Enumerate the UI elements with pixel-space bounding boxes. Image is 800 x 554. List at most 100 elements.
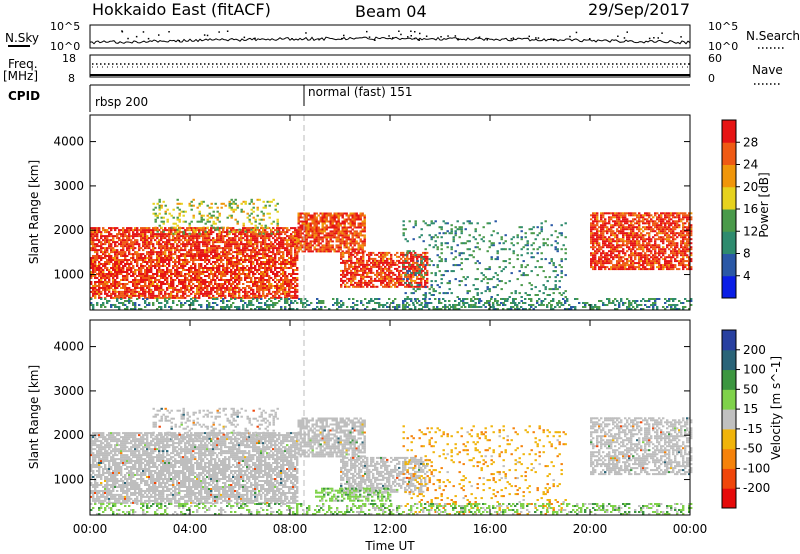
range-time-cell [216, 206, 219, 209]
range-time-cell [242, 265, 245, 267]
range-time-cell [116, 227, 119, 230]
range-time-cell [311, 232, 314, 235]
range-time-cell [104, 285, 107, 287]
range-time-cell [258, 253, 261, 256]
range-time-cell [96, 235, 99, 238]
range-time-cell [278, 247, 281, 250]
range-time-cell [372, 251, 375, 254]
range-time-cell [118, 231, 121, 234]
range-time-cell [416, 255, 419, 258]
range-time-cell [416, 272, 419, 275]
range-time-cell [600, 216, 603, 219]
range-time-cell [224, 255, 227, 257]
range-time-cell [120, 296, 123, 299]
range-time-cell [138, 296, 141, 299]
range-time-cell [440, 252, 443, 255]
range-time-cell [612, 250, 615, 253]
range-time-cell [349, 222, 352, 225]
range-time-cell [210, 227, 213, 230]
range-time-cell [230, 239, 233, 242]
range-time-cell [282, 269, 285, 271]
range-time-cell [319, 212, 322, 215]
range-time-cell [254, 251, 257, 254]
range-time-cell [345, 250, 348, 253]
range-time-cell [236, 220, 239, 223]
range-time-cell [361, 214, 364, 217]
range-time-cell [210, 288, 213, 291]
range-time-cell [428, 288, 431, 291]
range-time-cell [335, 214, 338, 217]
range-time-cell [168, 257, 171, 259]
range-time-cell [182, 230, 185, 233]
range-time-cell [128, 290, 131, 293]
range-time-cell [178, 273, 181, 275]
range-time-cell [250, 269, 253, 271]
range-time-cell [388, 275, 391, 278]
range-time-cell [494, 220, 497, 223]
range-time-cell [184, 296, 187, 299]
range-time-cell [188, 288, 191, 291]
range-time-cell [200, 251, 203, 254]
range-time-cell [360, 267, 363, 270]
range-time-cell [140, 259, 143, 261]
range-time-cell [602, 262, 605, 265]
range-time-cell [244, 269, 247, 271]
range-time-cell [140, 285, 143, 287]
range-time-cell [180, 265, 183, 267]
range-time-cell [132, 292, 135, 295]
range-time-cell [230, 292, 233, 295]
range-time-cell [198, 296, 201, 299]
range-time-cell [190, 265, 193, 267]
range-time-cell [502, 242, 505, 245]
range-time-cell [236, 241, 239, 244]
range-time-cell [600, 246, 603, 249]
range-time-cell [156, 263, 159, 265]
range-time-cell [108, 245, 111, 248]
range-time-cell [594, 220, 597, 223]
range-time-cell [166, 263, 169, 265]
range-time-cell [398, 281, 401, 284]
range-time-cell [321, 232, 324, 235]
range-time-cell [294, 249, 297, 252]
range-time-cell [120, 283, 123, 285]
range-time-cell [230, 283, 233, 285]
range-time-cell [363, 224, 366, 227]
range-time-cell [164, 253, 167, 256]
nsearch-point [318, 38, 320, 41]
range-time-cell [349, 232, 352, 235]
range-time-cell [292, 237, 295, 240]
range-time-cell [428, 298, 431, 300]
range-time-cell [166, 287, 169, 289]
range-time-cell [226, 261, 229, 263]
range-time-cell [333, 228, 336, 231]
range-time-cell [414, 269, 417, 272]
range-time-cell [240, 257, 243, 259]
range-time-cell [102, 253, 105, 256]
range-time-cell [130, 267, 133, 269]
range-time-cell [590, 260, 593, 263]
range-time-cell [202, 288, 205, 291]
range-time-cell [382, 251, 385, 254]
range-time-cell [228, 271, 231, 273]
range-time-cell [216, 271, 219, 273]
range-time-cell [140, 288, 143, 291]
range-time-cell [608, 238, 611, 241]
range-time-cell [540, 228, 543, 231]
range-time-cell [94, 239, 97, 242]
range-time-cell [274, 275, 277, 277]
range-time-cell [604, 240, 607, 243]
range-time-cell [309, 230, 312, 233]
range-time-cell [392, 277, 395, 280]
range-time-cell [158, 281, 161, 283]
range-time-cell [224, 257, 227, 259]
nsearch-point [147, 37, 150, 40]
range-time-cell [258, 241, 261, 244]
range-time-cell [132, 241, 135, 244]
range-time-cell [150, 283, 153, 285]
range-time-cell [508, 258, 511, 261]
range-time-cell [196, 253, 199, 256]
range-time-cell [406, 250, 409, 253]
range-time-cell [196, 292, 199, 295]
range-time-cell [309, 216, 312, 219]
range-time-cell [274, 259, 277, 261]
